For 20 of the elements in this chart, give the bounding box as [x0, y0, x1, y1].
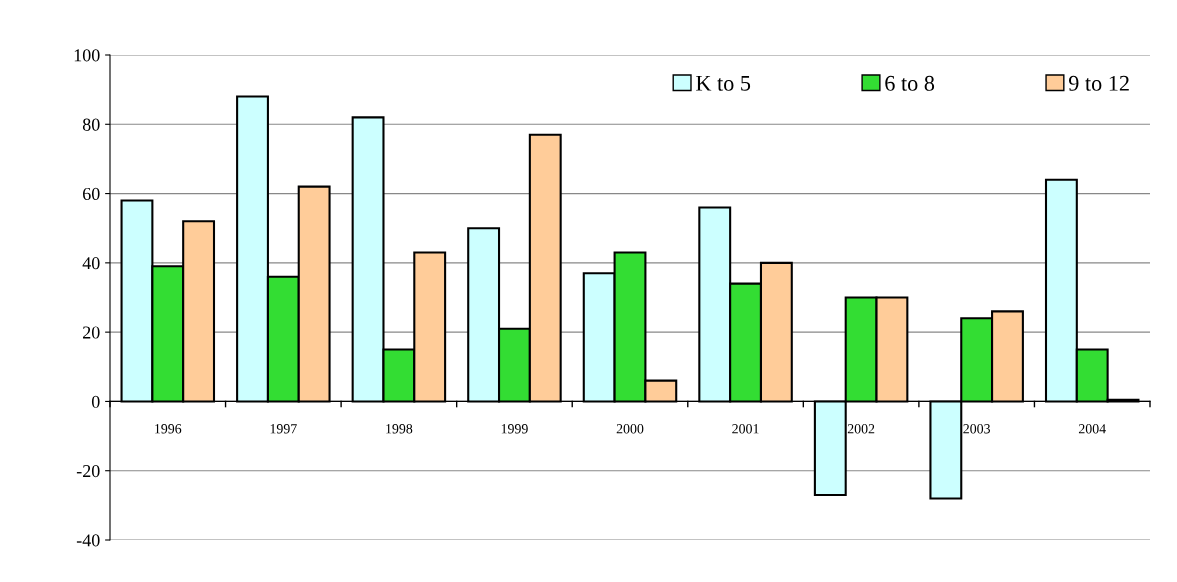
x-tick-label: 2004: [1078, 424, 1106, 434]
y-tick-label: 60: [83, 187, 100, 201]
x-tick-label: 1999: [501, 424, 528, 434]
y-tick-label: 0: [91, 395, 100, 408]
legend-label: K to 5: [696, 76, 751, 91]
x-tick-label: 1997: [270, 424, 297, 434]
x-tick-label: 2000: [616, 424, 644, 434]
y-tick-label: -20: [76, 464, 100, 478]
y-tick-label: -40: [76, 534, 100, 547]
x-tick-label: 2002: [847, 424, 875, 434]
y-tick-label: 40: [82, 257, 100, 270]
y-tick-label: 80: [82, 118, 100, 131]
x-tick-label: 1998: [386, 424, 413, 434]
y-tick-label: 20: [83, 326, 100, 339]
legend-label: 6 to 8: [885, 75, 935, 91]
x-tick-label: 2001: [732, 424, 759, 434]
x-tick-label: 1996: [155, 424, 182, 434]
x-tick-label: 2003: [963, 424, 991, 434]
y-tick-label: 100: [74, 49, 100, 62]
legend-label: 9 to 12: [1068, 75, 1129, 91]
